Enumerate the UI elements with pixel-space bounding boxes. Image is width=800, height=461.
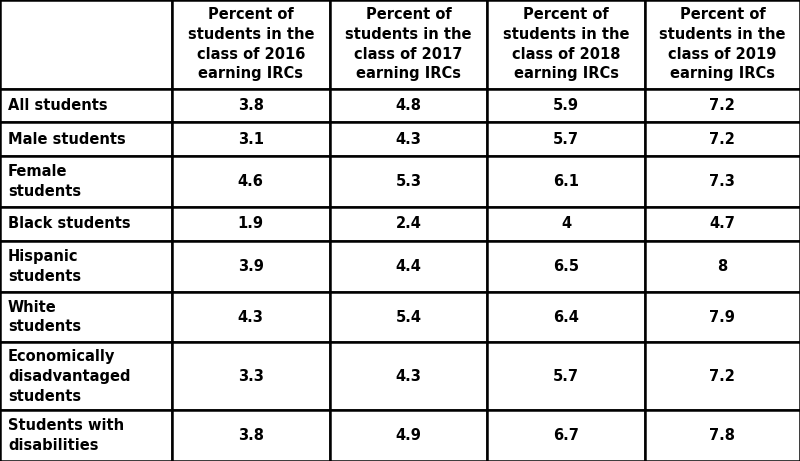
Bar (172, 410, 330, 461)
Text: 3.3: 3.3 (238, 369, 264, 384)
Text: 6.5: 6.5 (553, 259, 579, 274)
Bar (330, 292, 487, 343)
Text: 6.1: 6.1 (553, 174, 579, 189)
Bar (645, 410, 800, 461)
Bar (330, 89, 487, 122)
Text: 7.2: 7.2 (710, 132, 735, 147)
Bar (0, 241, 172, 292)
Text: 4.4: 4.4 (395, 259, 422, 274)
Text: Economically
disadvantaged
students: Economically disadvantaged students (8, 349, 130, 404)
Text: Percent of
students in the
class of 2017
earning IRCs: Percent of students in the class of 2017… (345, 7, 472, 82)
Text: 7.8: 7.8 (710, 428, 735, 443)
Bar (487, 207, 645, 241)
Text: 5.3: 5.3 (395, 174, 422, 189)
Bar (0, 89, 172, 122)
Text: 4.8: 4.8 (395, 98, 422, 113)
Bar (645, 89, 800, 122)
Bar (0, 207, 172, 241)
Bar (645, 156, 800, 207)
Bar (172, 343, 330, 410)
Bar (645, 292, 800, 343)
Text: Male students: Male students (8, 132, 126, 147)
Bar (487, 89, 645, 122)
Text: 4.3: 4.3 (395, 132, 422, 147)
Bar (330, 410, 487, 461)
Text: 3.8: 3.8 (238, 98, 264, 113)
Text: 7.3: 7.3 (710, 174, 735, 189)
Text: 6.4: 6.4 (553, 310, 579, 325)
Bar (487, 122, 645, 156)
Text: 4.6: 4.6 (238, 174, 264, 189)
Bar (487, 292, 645, 343)
Text: 6.7: 6.7 (553, 428, 579, 443)
Bar (172, 89, 330, 122)
Text: 5.9: 5.9 (553, 98, 579, 113)
Text: Students with
disabilities: Students with disabilities (8, 418, 124, 453)
Text: 4.7: 4.7 (710, 217, 735, 231)
Text: 4: 4 (561, 217, 571, 231)
Bar (172, 122, 330, 156)
Bar (0, 410, 172, 461)
Text: All students: All students (8, 98, 108, 113)
Text: Percent of
students in the
class of 2018
earning IRCs: Percent of students in the class of 2018… (502, 7, 630, 82)
Text: Percent of
students in the
class of 2016
earning IRCs: Percent of students in the class of 2016… (187, 7, 314, 82)
Text: 3.9: 3.9 (238, 259, 264, 274)
Bar (0, 122, 172, 156)
Bar (487, 241, 645, 292)
Text: Hispanic
students: Hispanic students (8, 249, 81, 284)
Text: 3.1: 3.1 (238, 132, 264, 147)
Text: Female
students: Female students (8, 164, 81, 199)
Bar (645, 0, 800, 89)
Bar (330, 156, 487, 207)
Bar (645, 241, 800, 292)
Bar (0, 292, 172, 343)
Text: 5.4: 5.4 (395, 310, 422, 325)
Text: 7.9: 7.9 (710, 310, 735, 325)
Bar (172, 241, 330, 292)
Text: 7.2: 7.2 (710, 369, 735, 384)
Bar (172, 156, 330, 207)
Bar (0, 156, 172, 207)
Bar (487, 156, 645, 207)
Bar (172, 207, 330, 241)
Text: 8: 8 (718, 259, 727, 274)
Bar (487, 343, 645, 410)
Text: 5.7: 5.7 (553, 369, 579, 384)
Bar (0, 0, 172, 89)
Text: 4.3: 4.3 (395, 369, 422, 384)
Text: Percent of
students in the
class of 2019
earning IRCs: Percent of students in the class of 2019… (659, 7, 786, 82)
Bar (645, 207, 800, 241)
Text: 5.7: 5.7 (553, 132, 579, 147)
Text: 2.4: 2.4 (395, 217, 422, 231)
Bar (0, 343, 172, 410)
Text: Black students: Black students (8, 217, 130, 231)
Bar (330, 241, 487, 292)
Text: 3.8: 3.8 (238, 428, 264, 443)
Text: 7.2: 7.2 (710, 98, 735, 113)
Text: White
students: White students (8, 300, 81, 335)
Text: 4.3: 4.3 (238, 310, 264, 325)
Text: 1.9: 1.9 (238, 217, 264, 231)
Bar (330, 343, 487, 410)
Bar (645, 122, 800, 156)
Bar (330, 207, 487, 241)
Bar (330, 0, 487, 89)
Bar (487, 410, 645, 461)
Text: 4.9: 4.9 (395, 428, 422, 443)
Bar (172, 292, 330, 343)
Bar (645, 343, 800, 410)
Bar (172, 0, 330, 89)
Bar (487, 0, 645, 89)
Bar (330, 122, 487, 156)
